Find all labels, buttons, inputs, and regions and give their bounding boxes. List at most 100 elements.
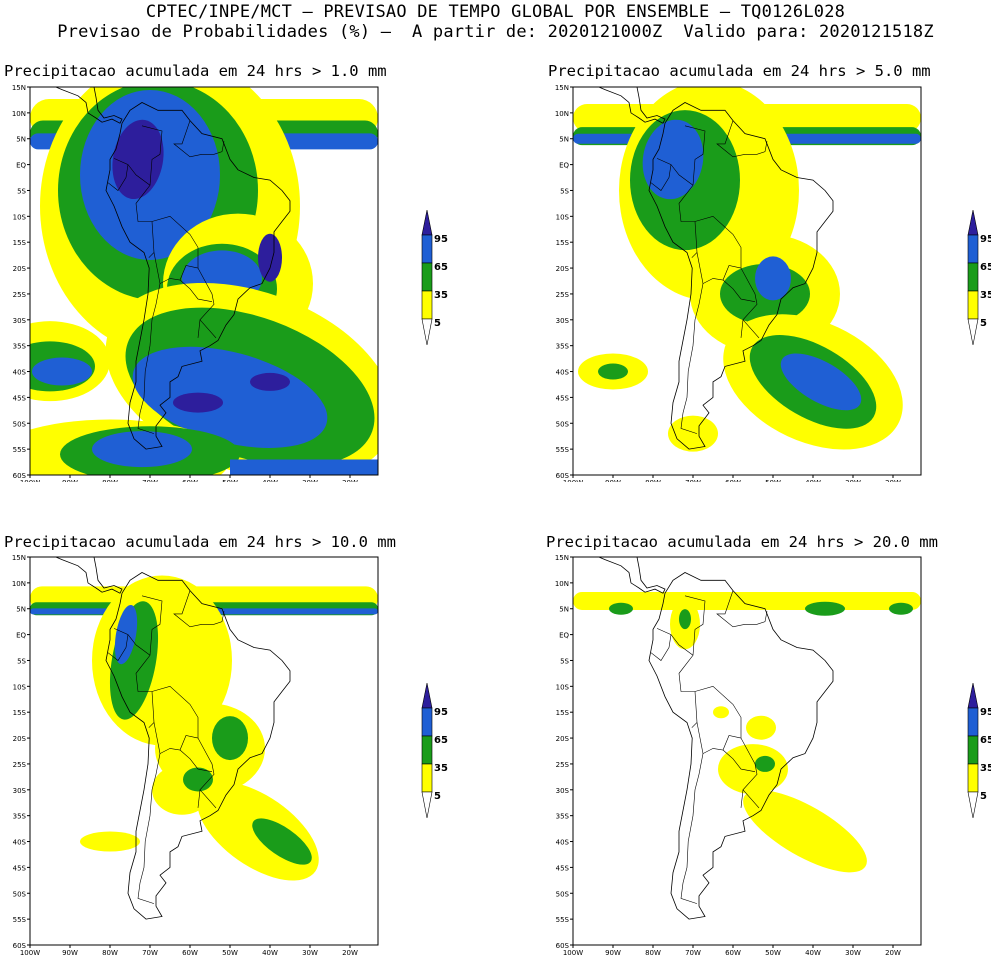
probability-fields xyxy=(573,87,921,452)
lat-tick-label: 25S xyxy=(13,761,27,769)
map-frame xyxy=(29,86,379,476)
lat-tick-label: 30S xyxy=(556,317,570,325)
lat-tick-label: 55S xyxy=(556,916,570,924)
lon-tick-label: 70W xyxy=(142,949,158,957)
lon-tick-label: 70W xyxy=(685,479,701,482)
lon-tick-label: 70W xyxy=(685,949,701,957)
lat-tick-label: 35S xyxy=(13,343,27,351)
lat-tick-label: 20S xyxy=(556,265,570,273)
lat-tick-label: 55S xyxy=(556,446,570,454)
lon-tick-label: 40W xyxy=(805,479,821,482)
lat-tick-label: 5S xyxy=(17,187,26,195)
lat-tick-label: EQ xyxy=(559,162,569,170)
lat-tick-label: 60S xyxy=(556,942,570,950)
lat-tick-label: 30S xyxy=(556,787,570,795)
map-panel-10mm: 15N 10N 5N EQ 5S 10S 15S 20S 25S 30S 35S 40S 45S 50S 5… xyxy=(12,554,379,957)
legend-level-label: 65 xyxy=(980,262,991,273)
map-panel-1mm: 15N 10N 5N EQ 5S 10S 15S 20S 25S 30S 35S 40S 45S 50S 5… xyxy=(12,84,379,482)
legend-1mm: 95 65 35 5 xyxy=(421,209,448,346)
coastlines xyxy=(573,557,834,920)
header-subtitle: Previsao de Probabilidades (%) – A parti… xyxy=(57,22,934,42)
lat-tick-label: 60S xyxy=(556,472,570,480)
lat-tick-label: 15N xyxy=(555,554,569,562)
lat-tick-label: 35S xyxy=(556,813,570,821)
lat-tick-label: 10N xyxy=(555,110,569,118)
legend-level-label: 95 xyxy=(980,234,991,245)
lat-tick-label: 55S xyxy=(13,916,27,924)
lon-tick-label: 40W xyxy=(262,949,278,957)
legend-level-label: 95 xyxy=(434,234,448,245)
lat-tick-label: EQ xyxy=(16,632,26,640)
lat-tick-label: 15S xyxy=(556,239,570,247)
lon-tick-label: 50W xyxy=(222,479,238,482)
lat-tick-label: 5N xyxy=(559,606,569,614)
lat-tick-label: 15N xyxy=(12,554,26,562)
lon-tick-label: 20W xyxy=(885,479,901,482)
header-title: CPTEC/INPE/MCT – PREVISAO DE TEMPO GLOBA… xyxy=(145,2,846,22)
legend-level-label: 65 xyxy=(434,735,448,746)
lat-tick-label: 20S xyxy=(13,265,27,273)
lat-tick-label: 15S xyxy=(556,709,570,717)
lat-tick-label: EQ xyxy=(16,162,26,170)
lat-tick-label: 25S xyxy=(556,761,570,769)
legend-level-label: 35 xyxy=(980,763,991,774)
legend-20mm: 95 65 35 5 xyxy=(967,682,991,819)
lat-tick-label: 35S xyxy=(13,813,27,821)
lat-tick-label: 25S xyxy=(13,291,27,299)
lat-tick-label: 60S xyxy=(13,472,27,480)
lat-tick-label: 10N xyxy=(555,580,569,588)
lat-tick-label: 40S xyxy=(556,369,570,377)
lat-tick-label: 50S xyxy=(13,420,27,428)
lon-tick-label: 90W xyxy=(62,949,78,957)
lat-tick-label: 20S xyxy=(556,735,570,743)
panel-title-20mm: Precipitacao acumulada em 24 hrs > 20.0 … xyxy=(546,533,938,551)
map-grid: 15N 10N 5N EQ 5S 10S 15S 20S 25S 30S 35S 40S 45S 50S 5… xyxy=(12,84,358,482)
lon-tick-label: 60W xyxy=(725,949,741,957)
legend-level-label: 95 xyxy=(980,707,991,718)
coastlines xyxy=(30,87,291,450)
lat-tick-label: 60S xyxy=(13,942,27,950)
lat-tick-label: 30S xyxy=(13,317,27,325)
panel-title-1mm: Precipitacao acumulada em 24 hrs > 1.0 m… xyxy=(4,62,387,80)
lat-tick-label: 10N xyxy=(12,580,26,588)
lon-tick-label: 70W xyxy=(142,479,158,482)
lon-tick-label: 50W xyxy=(765,479,781,482)
lat-tick-label: 45S xyxy=(556,864,570,872)
lon-tick-label: 100W xyxy=(563,949,583,957)
map-grid: 15N 10N 5N EQ 5S 10S 15S 20S 25S 30S 35S 40S 45S 50S 5… xyxy=(555,554,901,957)
probability-fields xyxy=(30,575,378,881)
lon-tick-label: 80W xyxy=(102,949,118,957)
coastlines xyxy=(30,557,291,920)
lat-tick-label: 50S xyxy=(556,420,570,428)
lon-tick-label: 60W xyxy=(725,479,741,482)
lat-tick-label: EQ xyxy=(559,632,569,640)
lon-tick-label: 20W xyxy=(342,949,358,957)
lon-tick-label: 50W xyxy=(765,949,781,957)
panel-title-10mm: Precipitacao acumulada em 24 hrs > 10.0 … xyxy=(4,533,396,551)
lon-tick-label: 40W xyxy=(262,479,278,482)
lat-tick-label: 15N xyxy=(12,84,26,92)
panel-title-5mm: Precipitacao acumulada em 24 hrs > 5.0 m… xyxy=(548,62,931,80)
lon-tick-label: 100W xyxy=(20,479,40,482)
lat-tick-label: 5S xyxy=(17,657,26,665)
lat-tick-label: 15S xyxy=(13,239,27,247)
lat-tick-label: 25S xyxy=(556,291,570,299)
map-frame xyxy=(572,86,922,476)
lat-tick-label: 30S xyxy=(13,787,27,795)
legend-level-label: 35 xyxy=(434,763,448,774)
lat-tick-label: 55S xyxy=(13,446,27,454)
map-grid: 15N 10N 5N EQ 5S 10S 15S 20S 25S 30S 35S 40S 45S 50S 5… xyxy=(555,84,901,482)
lon-tick-label: 80W xyxy=(102,479,118,482)
lon-tick-label: 50W xyxy=(222,949,238,957)
lat-tick-label: 10S xyxy=(556,683,570,691)
lat-tick-label: 50S xyxy=(556,890,570,898)
lat-tick-label: 45S xyxy=(556,394,570,402)
lat-tick-label: 15S xyxy=(13,709,27,717)
lon-tick-label: 100W xyxy=(20,949,40,957)
map-panel-20mm: 15N 10N 5N EQ 5S 10S 15S 20S 25S 30S 35S 40S 45S 50S 5… xyxy=(555,554,922,957)
legend-level-label: 5 xyxy=(434,318,441,329)
lat-tick-label: 40S xyxy=(13,839,27,847)
lon-tick-label: 90W xyxy=(62,479,78,482)
legend-10mm: 95 65 35 5 xyxy=(421,682,448,819)
lon-tick-label: 30W xyxy=(845,949,861,957)
